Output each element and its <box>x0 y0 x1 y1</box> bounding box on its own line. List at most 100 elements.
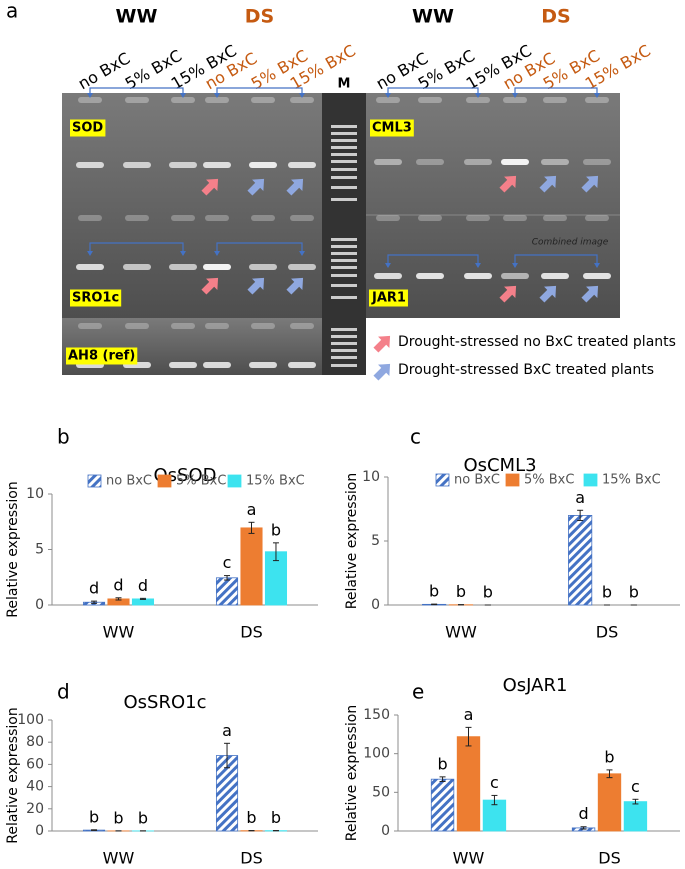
bracket-arrowhead <box>594 263 600 268</box>
ladder-band <box>331 168 357 171</box>
x-tick-label: WW <box>445 623 477 642</box>
y-axis-title: Relative expression <box>5 481 21 617</box>
bracket <box>387 87 479 97</box>
ladder-band <box>331 356 357 359</box>
y-tick-label: 10 <box>26 486 44 502</box>
gel-band <box>543 97 567 103</box>
arrow <box>499 175 517 193</box>
chart-title: OsCML3 <box>463 455 536 476</box>
gel-band <box>501 159 529 165</box>
y-tick-label: 5 <box>35 542 44 558</box>
marker-lane <box>322 93 366 375</box>
legend-swatch <box>505 473 520 487</box>
gel-band <box>418 215 442 221</box>
gel-band <box>171 97 195 103</box>
error-bar <box>580 826 587 830</box>
bar <box>215 577 239 606</box>
error-bar <box>632 798 639 805</box>
gel-band <box>585 97 609 103</box>
y-tick-label: 5 <box>371 533 380 549</box>
bracket <box>514 87 598 97</box>
legend-label: 5% BxC <box>176 474 226 489</box>
ladder-band <box>331 132 357 135</box>
legend-swatch <box>435 473 450 487</box>
y-tick-label: 0 <box>35 823 44 839</box>
group-label: WW <box>412 6 454 28</box>
y-tick-label: 20 <box>26 801 44 817</box>
ladder-band <box>331 328 357 331</box>
gel-band <box>418 97 442 103</box>
legend-swatch <box>157 474 172 488</box>
ladder-band <box>331 198 357 201</box>
ladder-band <box>331 335 357 338</box>
bracket-arrowhead <box>87 93 93 98</box>
significance-letter: b <box>483 583 493 602</box>
y-tick-label: 0 <box>381 823 390 839</box>
gel-band <box>585 215 609 221</box>
gel-band <box>376 215 400 221</box>
y-axis-title: Relative expression <box>344 705 360 841</box>
error-bar <box>439 776 446 783</box>
gel-band <box>203 162 231 168</box>
y-tick-label: 40 <box>26 779 44 795</box>
ladder-band <box>331 296 357 299</box>
gel-band <box>290 323 314 329</box>
gel-band <box>76 162 104 168</box>
gene-label-bg <box>70 119 106 137</box>
y-axis-title: Relative expression <box>5 707 21 843</box>
gel-band <box>171 215 195 221</box>
panel-letter: e <box>412 680 424 704</box>
gel-band <box>288 362 316 368</box>
bar <box>568 515 593 606</box>
gel-band <box>376 97 400 103</box>
gel-band <box>541 273 569 279</box>
y-tick-label: 0 <box>35 597 44 613</box>
error-bar <box>91 600 98 604</box>
gel-band <box>416 159 444 165</box>
gene-label-bg <box>370 119 414 137</box>
significance-letter: d <box>138 576 148 595</box>
ladder-band <box>331 266 357 269</box>
gene-label: SOD <box>72 121 103 136</box>
chart-title: OsSRO1c <box>124 692 207 713</box>
arrow <box>581 175 599 193</box>
bracket-arrowhead <box>475 263 481 268</box>
group-label: DS <box>541 6 570 28</box>
ladder-band <box>331 274 357 277</box>
ladder-band <box>331 160 357 163</box>
x-tick-label: WW <box>103 623 135 642</box>
significance-letter: d <box>89 579 99 598</box>
significance-letter: b <box>456 582 466 601</box>
y-tick-label: 100 <box>363 746 390 762</box>
bracket <box>216 242 303 255</box>
gel-band <box>466 97 490 103</box>
gel-band <box>78 97 102 103</box>
gel-band <box>251 215 275 221</box>
gel-band <box>251 97 275 103</box>
y-tick-label: 10 <box>362 469 380 485</box>
bracket-arrowhead <box>180 251 186 256</box>
gel-band <box>416 273 444 279</box>
gel-band <box>543 215 567 221</box>
legend-swatch <box>227 474 242 488</box>
bracket-arrowhead <box>385 263 391 268</box>
error-bar <box>272 542 279 562</box>
legend-label: no BxC <box>454 473 500 488</box>
gel-band <box>205 215 229 221</box>
gel-band <box>249 264 277 270</box>
gel-band <box>249 162 277 168</box>
gene-label-bg <box>70 289 122 307</box>
significance-letter: a <box>464 705 474 724</box>
gene-label: CML3 <box>372 121 412 136</box>
bar <box>597 773 622 832</box>
ladder-band <box>331 139 357 142</box>
significance-letter: b <box>138 808 148 827</box>
ladder-band <box>331 176 357 179</box>
y-tick-label: 150 <box>363 707 390 723</box>
ladder-band <box>331 252 357 255</box>
x-tick-label: DS <box>598 849 620 868</box>
arrow <box>247 277 265 295</box>
significance-letter: b <box>602 583 612 602</box>
arrow <box>286 178 304 196</box>
